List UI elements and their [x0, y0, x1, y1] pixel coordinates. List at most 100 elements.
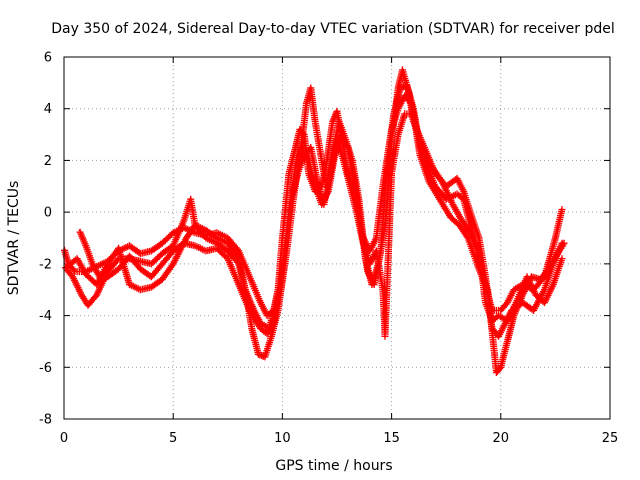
y-tick-label: 6: [44, 51, 52, 66]
data-point: [248, 275, 251, 278]
data-point: [205, 229, 207, 232]
data-point: [456, 193, 458, 195]
data-point: [500, 366, 502, 369]
ticks-layer: 0 5 10 15 20 25 -8 -6 -4 -2 0 2 4 6: [39, 51, 618, 447]
data-point: [478, 237, 480, 239]
data-point: [497, 335, 500, 338]
data-point: [237, 257, 240, 260]
data-point: [128, 283, 131, 286]
data-point: [117, 247, 120, 250]
data-point: [521, 294, 524, 296]
data-point: [244, 288, 247, 291]
data-point: [227, 257, 229, 260]
data-point: [506, 340, 509, 343]
data-point: [216, 232, 218, 234]
data-point: [85, 244, 87, 247]
data-point: [95, 283, 98, 286]
data-point: [172, 244, 174, 247]
data-point: [85, 273, 87, 276]
data-point: [506, 301, 509, 304]
data-point: [139, 252, 142, 255]
x-tick-label: 15: [383, 431, 400, 446]
data-point: [106, 275, 109, 278]
data-point: [303, 154, 306, 157]
data-point: [183, 219, 185, 221]
data-point: [373, 283, 375, 286]
data-point: [296, 172, 299, 175]
data-point: [506, 319, 509, 322]
x-tick-label: 20: [493, 431, 510, 446]
data-point: [384, 335, 386, 338]
data-point: [338, 120, 340, 123]
data-point: [382, 288, 384, 291]
data-point: [172, 250, 174, 252]
data-point: [469, 224, 472, 226]
data-point: [430, 164, 432, 167]
y-tick-label: 2: [44, 154, 52, 169]
data-point: [403, 113, 406, 115]
data-point: [462, 190, 465, 193]
data-point: [309, 146, 312, 149]
data-point: [399, 87, 402, 89]
data-point: [349, 185, 351, 188]
data-point: [336, 110, 338, 113]
plot-frame: [63, 56, 611, 420]
data-point: [467, 237, 469, 239]
y-tick-label: -2: [39, 257, 52, 272]
data-point: [456, 177, 458, 180]
y-tick-label: -4: [39, 309, 52, 324]
data-point: [460, 219, 463, 221]
data-point: [534, 294, 537, 296]
data-point: [281, 263, 284, 265]
data-point: [253, 309, 255, 312]
data-point: [237, 250, 240, 252]
data-point: [227, 250, 229, 252]
x-tick-label: 0: [60, 431, 68, 446]
data-point: [185, 237, 188, 239]
data-point: [497, 314, 500, 317]
data-point: [513, 314, 515, 317]
data-point: [78, 229, 81, 232]
data-point: [397, 133, 399, 136]
data-point: [150, 263, 153, 265]
data-point: [469, 232, 472, 234]
data-point: [251, 327, 253, 330]
y-tick-label: -8: [39, 413, 52, 428]
data-point: [368, 263, 371, 265]
data-point: [323, 203, 325, 206]
y-axis-title: SDTVAR / TECUs: [6, 181, 22, 296]
data-point: [532, 309, 535, 312]
data-point: [301, 138, 303, 141]
data-point: [307, 159, 310, 162]
data-point: [80, 294, 83, 296]
data-point: [275, 301, 277, 304]
data-point: [248, 309, 251, 312]
data-point: [495, 371, 498, 374]
data-point: [478, 250, 480, 252]
data-point: [161, 263, 164, 265]
data-point: [478, 268, 480, 270]
data-point: [412, 107, 415, 110]
data-point: [172, 263, 174, 265]
data-point: [194, 244, 196, 247]
data-point: [320, 159, 323, 162]
data-point: [375, 237, 378, 239]
data-point: [74, 270, 76, 273]
data-point: [139, 260, 142, 263]
data-point: [342, 146, 345, 149]
data-point: [106, 270, 109, 273]
data-point: [563, 242, 565, 244]
data-point: [139, 268, 142, 270]
data-point: [205, 237, 207, 239]
chart-title: Day 350 of 2024, Sidereal Day-to-day VTE…: [51, 21, 615, 37]
data-point: [449, 216, 452, 219]
data-point: [266, 314, 268, 317]
data-point: [305, 102, 308, 105]
data-point: [139, 288, 142, 291]
data-point: [486, 288, 489, 291]
data-point: [150, 286, 153, 288]
x-tick-label: 25: [602, 431, 619, 446]
data-point: [552, 283, 555, 286]
data-point: [216, 247, 218, 250]
